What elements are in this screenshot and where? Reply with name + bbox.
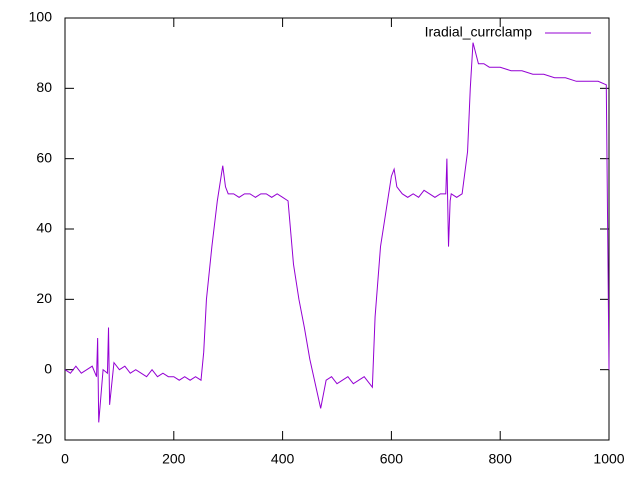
y-tick-label: 20	[36, 290, 52, 306]
x-tick-label: 800	[489, 451, 513, 467]
legend-label: Iradial_currclamp	[425, 24, 533, 40]
y-tick-label: -20	[32, 431, 52, 447]
x-tick-label: 0	[61, 451, 69, 467]
y-tick-label: 60	[36, 149, 52, 165]
y-tick-label: 100	[29, 9, 53, 25]
x-tick-label: 400	[271, 451, 295, 467]
x-tick-label: 200	[162, 451, 186, 467]
y-tick-label: 80	[36, 79, 52, 95]
x-tick-label: 1000	[593, 451, 624, 467]
y-tick-label: 0	[44, 360, 52, 376]
data-line	[64, 42, 610, 423]
x-tick-label: 600	[380, 451, 404, 467]
y-tick-label: 40	[36, 220, 52, 236]
